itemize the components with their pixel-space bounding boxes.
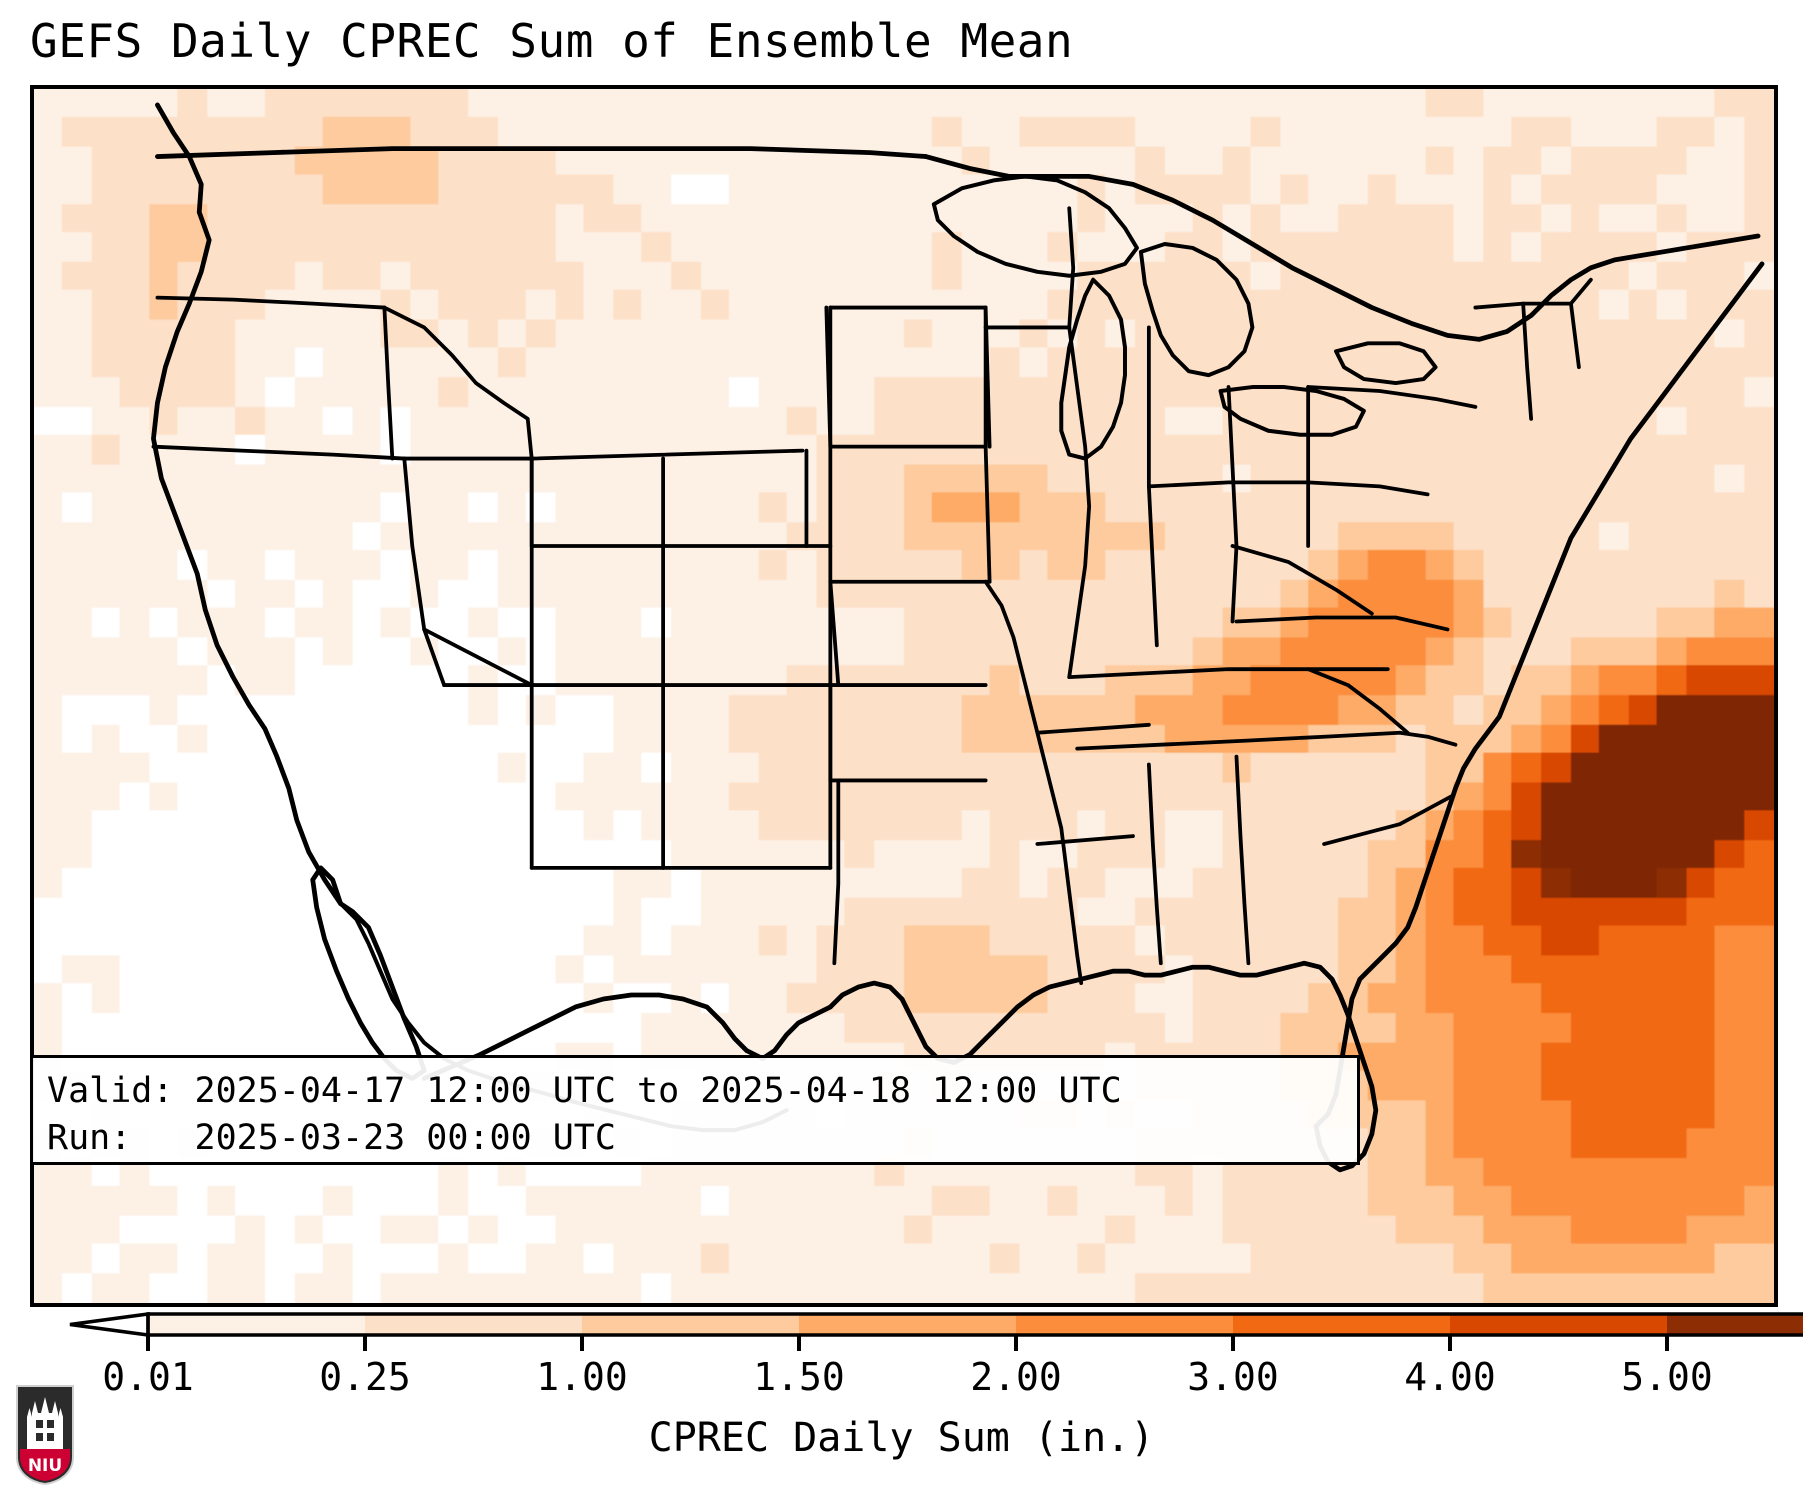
niu-logo-text: NIU [28, 1456, 62, 1476]
colorbar-band-2 [582, 1314, 799, 1335]
colorbar [0, 1307, 1803, 1367]
colorbar-band-1 [365, 1314, 582, 1335]
colorbar-swatches [69, 1311, 1803, 1351]
colorbar-band-5 [1233, 1314, 1450, 1335]
colorbar-tick-label-2: 1.00 [536, 1355, 628, 1399]
colorbar-tick-label-7: 5.00 [1621, 1355, 1713, 1399]
colorbar-band-7 [1667, 1314, 1803, 1335]
colorbar-band-3 [799, 1314, 1016, 1335]
colorbar-band-4 [1016, 1314, 1233, 1335]
valid-run-info-box: Valid: 2025-04-17 12:00 UTC to 2025-04-1… [30, 1055, 1360, 1165]
colorbar-tick-label-4: 2.00 [970, 1355, 1062, 1399]
colorbar-tick-label-1: 0.25 [319, 1355, 411, 1399]
colorbar-tick-label-5: 3.00 [1187, 1355, 1279, 1399]
colorbar-axis-label: CPREC Daily Sum (in.) [648, 1415, 1155, 1461]
colorbar-tick-label-0: 0.01 [102, 1355, 194, 1399]
colorbar-under-arrow [69, 1311, 150, 1338]
page-title: GEFS Daily CPREC Sum of Ensemble Mean [30, 14, 1074, 68]
colorbar-tick-label-3: 1.50 [753, 1355, 845, 1399]
niu-logo: NIU [16, 1385, 74, 1486]
colorbar-band-0 [148, 1314, 365, 1335]
colorbar-band-6 [1450, 1314, 1667, 1335]
run-time-line: Run: 2025-03-23 00:00 UTC [47, 1118, 616, 1158]
colorbar-tick-label-6: 4.00 [1404, 1355, 1496, 1399]
valid-time-line: Valid: 2025-04-17 12:00 UTC to 2025-04-1… [47, 1071, 1122, 1111]
